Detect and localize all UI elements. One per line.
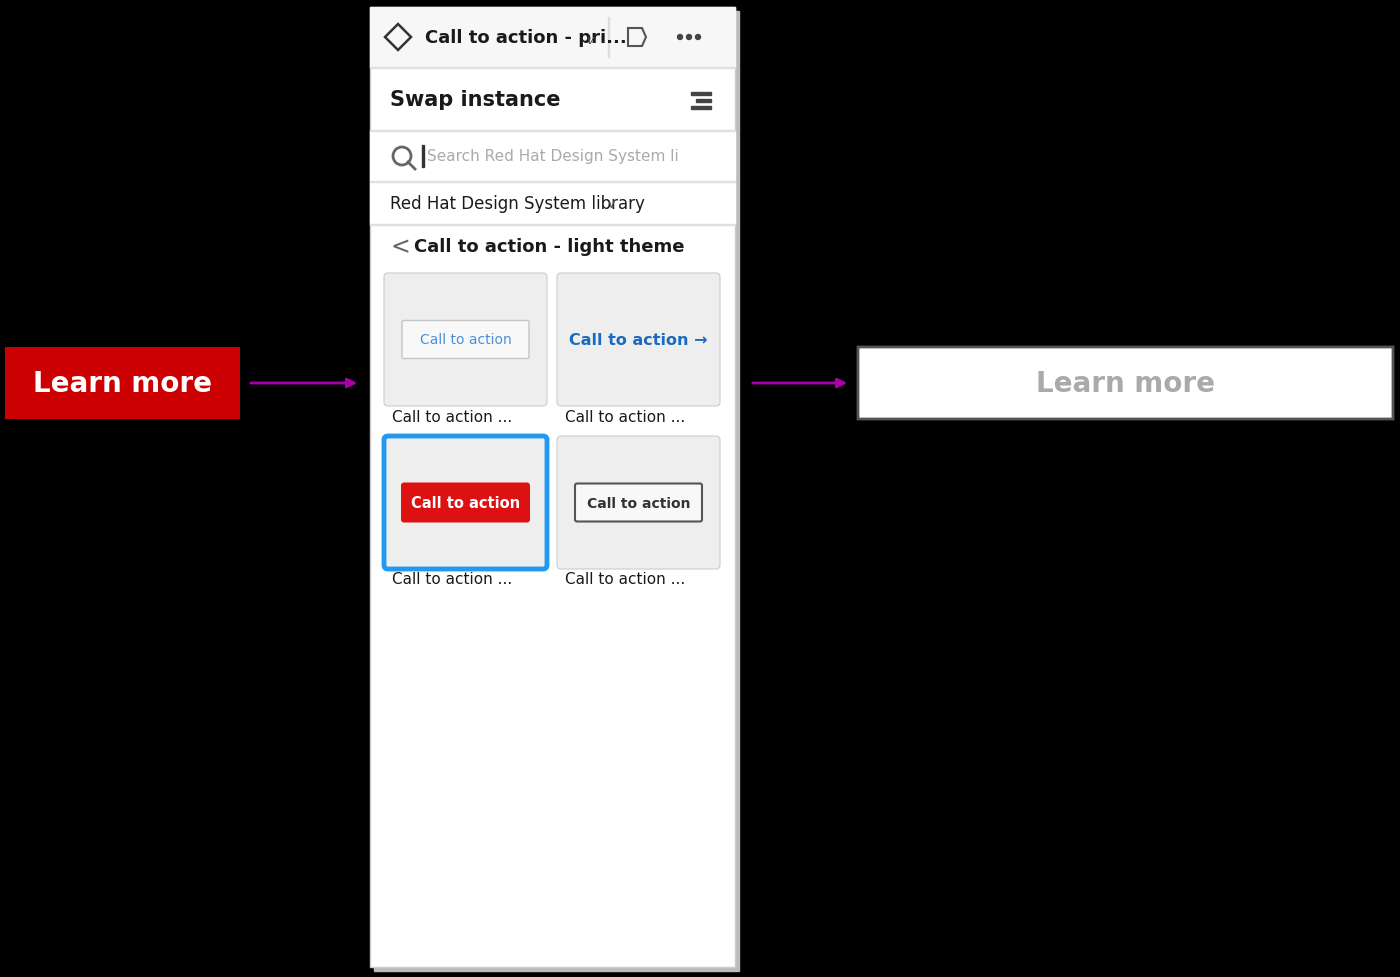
Bar xyxy=(370,183,735,225)
FancyBboxPatch shape xyxy=(402,321,529,360)
Bar xyxy=(692,93,711,96)
FancyBboxPatch shape xyxy=(400,483,531,523)
FancyBboxPatch shape xyxy=(384,437,547,570)
Text: Call to action: Call to action xyxy=(587,496,690,510)
Text: <: < xyxy=(391,234,410,259)
Text: Call to action - pri...: Call to action - pri... xyxy=(426,29,627,47)
FancyBboxPatch shape xyxy=(384,274,547,406)
Text: Search Red Hat Design System li: Search Red Hat Design System li xyxy=(427,149,679,164)
Circle shape xyxy=(696,35,700,40)
FancyBboxPatch shape xyxy=(6,348,239,419)
FancyBboxPatch shape xyxy=(370,8,735,967)
Text: Call to action: Call to action xyxy=(412,495,519,510)
Circle shape xyxy=(686,35,692,40)
Text: Call to action ...: Call to action ... xyxy=(392,409,512,424)
Circle shape xyxy=(678,35,683,40)
FancyBboxPatch shape xyxy=(557,437,720,570)
Text: Call to action: Call to action xyxy=(420,333,511,347)
Bar xyxy=(370,182,735,183)
Text: Call to action ...: Call to action ... xyxy=(392,572,512,587)
Text: v: v xyxy=(587,33,594,47)
Bar xyxy=(370,68,735,69)
Bar xyxy=(370,131,735,132)
Text: Call to action →: Call to action → xyxy=(570,332,708,348)
Text: Swap instance: Swap instance xyxy=(391,90,560,109)
Bar xyxy=(421,146,424,168)
Text: Learn more: Learn more xyxy=(34,369,211,398)
Text: Learn more: Learn more xyxy=(1036,369,1215,398)
FancyBboxPatch shape xyxy=(858,348,1393,419)
Bar xyxy=(692,106,711,109)
Bar xyxy=(370,132,735,182)
Bar xyxy=(374,12,739,971)
FancyBboxPatch shape xyxy=(575,484,701,522)
Bar xyxy=(696,100,711,103)
Text: Call to action ...: Call to action ... xyxy=(566,572,685,587)
Text: Call to action - light theme: Call to action - light theme xyxy=(414,237,685,256)
FancyBboxPatch shape xyxy=(557,274,720,406)
Text: Call to action ...: Call to action ... xyxy=(566,409,685,424)
Text: ∨: ∨ xyxy=(606,198,615,211)
Text: Red Hat Design System library: Red Hat Design System library xyxy=(391,194,645,213)
Bar xyxy=(370,8,735,68)
Bar xyxy=(370,225,735,226)
